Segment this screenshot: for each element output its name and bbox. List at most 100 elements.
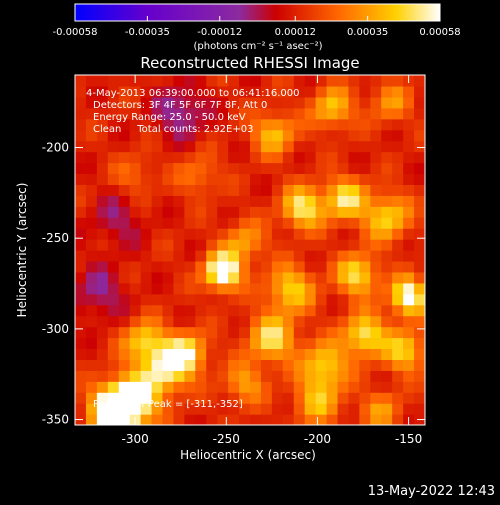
heatmap-cell bbox=[337, 260, 350, 273]
heatmap-cell bbox=[293, 85, 306, 98]
heatmap-cell bbox=[326, 85, 339, 98]
heatmap-cell bbox=[250, 162, 262, 175]
heatmap-cell bbox=[315, 250, 328, 262]
heatmap-cell bbox=[184, 140, 196, 153]
heatmap-cell bbox=[260, 118, 273, 131]
heatmap-cell bbox=[85, 337, 98, 350]
heatmap-cell bbox=[75, 173, 87, 185]
heatmap-cell bbox=[250, 228, 262, 240]
heatmap-cell bbox=[250, 348, 262, 360]
heatmap-cell bbox=[107, 403, 120, 415]
heatmap-cell bbox=[293, 195, 306, 207]
heatmap-cell bbox=[107, 381, 120, 393]
heatmap-cell bbox=[85, 75, 98, 87]
heatmap-cell bbox=[381, 370, 393, 382]
heatmap-cell bbox=[250, 96, 262, 109]
heatmap-cell bbox=[162, 75, 175, 87]
heatmap-cell bbox=[392, 250, 404, 262]
heatmap-cell bbox=[403, 282, 415, 295]
heatmap-cell bbox=[293, 228, 306, 240]
heatmap-cell bbox=[304, 337, 317, 350]
heatmap-cell bbox=[140, 140, 153, 153]
heatmap-cell bbox=[250, 414, 262, 425]
heatmap-cell bbox=[129, 271, 142, 284]
heatmap-cell bbox=[75, 140, 87, 153]
annotation-clean-counts: Clean Total counts: 2.92E+03 bbox=[93, 124, 253, 135]
x-tick-label: -300 bbox=[122, 432, 149, 446]
heatmap-cell bbox=[250, 304, 262, 317]
heatmap-cell bbox=[162, 118, 175, 131]
heatmap-cell bbox=[162, 162, 175, 175]
heatmap-cell bbox=[359, 370, 371, 382]
heatmap-cell bbox=[293, 326, 306, 339]
heatmap-cell bbox=[414, 85, 425, 98]
heatmap-cell bbox=[118, 85, 131, 98]
y-tick-label: -250 bbox=[42, 231, 69, 245]
heatmap-cell bbox=[118, 250, 131, 262]
heatmap-cell bbox=[381, 228, 393, 240]
heatmap-cell bbox=[151, 271, 164, 284]
heatmap-cell bbox=[271, 118, 284, 131]
heatmap-cell bbox=[228, 140, 240, 153]
heatmap-cell bbox=[337, 173, 350, 185]
heatmap-cell bbox=[293, 250, 306, 262]
heatmap-cell bbox=[173, 359, 185, 371]
heatmap-cell bbox=[304, 184, 317, 196]
heatmap-cell bbox=[206, 151, 218, 164]
heatmap-cell bbox=[206, 75, 218, 87]
heatmap-cell bbox=[217, 370, 229, 382]
heatmap-cell bbox=[293, 206, 306, 218]
heatmap-cell bbox=[118, 337, 131, 350]
heatmap-cell bbox=[195, 348, 207, 360]
heatmap-cell bbox=[75, 107, 87, 120]
heatmap-cell bbox=[239, 403, 251, 415]
heatmap-cell bbox=[85, 304, 98, 317]
heatmap-cell bbox=[96, 228, 109, 240]
heatmap-cell bbox=[293, 75, 306, 87]
heatmap-cell bbox=[228, 381, 240, 393]
heatmap-cell bbox=[326, 206, 339, 218]
heatmap-cell bbox=[293, 129, 306, 142]
heatmap-cell bbox=[293, 337, 306, 350]
x-tick-label: -150 bbox=[395, 432, 422, 446]
heatmap-cell bbox=[184, 173, 196, 185]
heatmap-cell bbox=[151, 304, 164, 317]
heatmap-cell bbox=[107, 206, 120, 218]
heatmap-cell bbox=[370, 282, 382, 295]
heatmap-cell bbox=[348, 250, 360, 262]
heatmap-cell bbox=[260, 381, 273, 393]
heatmap-cell bbox=[239, 140, 251, 153]
heatmap-cell bbox=[392, 206, 404, 218]
heatmap-cell bbox=[392, 381, 404, 393]
heatmap-cell bbox=[151, 359, 164, 371]
heatmap-cell bbox=[206, 348, 218, 360]
heatmap-cell bbox=[96, 118, 109, 131]
heatmap-cell bbox=[85, 162, 98, 175]
heatmap-cell bbox=[304, 260, 317, 273]
heatmap-cell bbox=[85, 414, 98, 425]
heatmap-cell bbox=[359, 381, 371, 393]
heatmap-cell bbox=[359, 348, 371, 360]
heatmap-cell bbox=[195, 173, 207, 185]
heatmap-cell bbox=[75, 359, 87, 371]
heatmap-cell bbox=[392, 96, 404, 109]
heatmap-cell bbox=[162, 217, 175, 229]
heatmap-cell bbox=[184, 96, 196, 109]
heatmap-cell bbox=[151, 162, 164, 175]
heatmap-cell bbox=[129, 250, 142, 262]
heatmap-cell bbox=[118, 326, 131, 339]
heatmap-cell bbox=[392, 359, 404, 371]
heatmap-cell bbox=[129, 282, 142, 295]
heatmap-cell bbox=[370, 140, 382, 153]
heatmap-cell bbox=[326, 173, 339, 185]
heatmap-cell bbox=[184, 370, 196, 382]
heatmap-cell bbox=[271, 359, 284, 371]
heatmap-cell bbox=[118, 173, 131, 185]
heatmap-cell bbox=[228, 293, 240, 306]
heatmap-cell bbox=[107, 282, 120, 295]
annotation-time-range: 4-May-2013 06:39:00.000 to 06:41:16.000 bbox=[86, 88, 299, 99]
heatmap-cell bbox=[315, 239, 328, 251]
heatmap-cell bbox=[282, 381, 295, 393]
heatmap-cell bbox=[282, 151, 295, 164]
heatmap-cell bbox=[337, 129, 350, 142]
